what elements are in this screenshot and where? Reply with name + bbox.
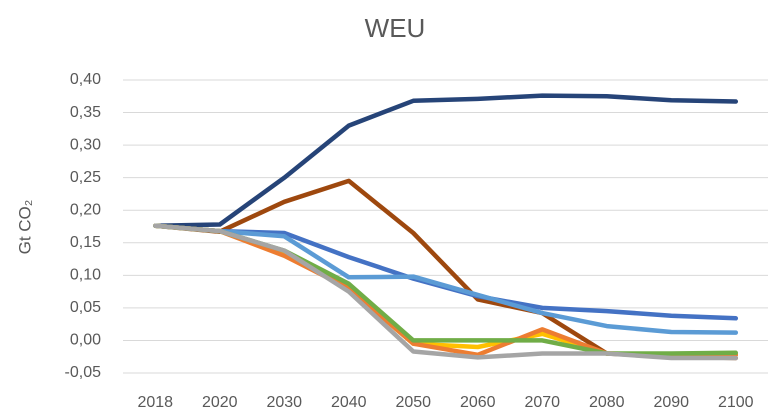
y-tick-label: 0,30 bbox=[70, 136, 101, 153]
y-tick-label: -0,05 bbox=[65, 364, 102, 381]
x-tick-label: 2030 bbox=[266, 394, 302, 411]
x-tick-label: 2080 bbox=[589, 394, 625, 411]
x-tick-label: 2050 bbox=[395, 394, 431, 411]
series-line bbox=[153, 223, 739, 335]
x-tick-label: 2090 bbox=[653, 394, 689, 411]
y-tick-label: 0,35 bbox=[70, 104, 101, 121]
series-line bbox=[153, 223, 739, 358]
x-tick-label: 2018 bbox=[137, 394, 173, 411]
series-line bbox=[153, 223, 739, 358]
series-line bbox=[153, 93, 739, 229]
x-tick-label: 2040 bbox=[331, 394, 367, 411]
chart-title: WEU bbox=[365, 13, 426, 43]
y-tick-label: 0,05 bbox=[70, 299, 101, 316]
y-tick-label: 0,10 bbox=[70, 267, 101, 284]
x-tick-label: 2020 bbox=[202, 394, 238, 411]
y-tick-label: 0,20 bbox=[70, 201, 101, 218]
y-axis-label: Gt CO₂ bbox=[15, 200, 34, 255]
y-tick-label: 0,25 bbox=[70, 169, 101, 186]
y-tick-label: 0,40 bbox=[70, 71, 101, 88]
y-tick-label: 0,15 bbox=[70, 234, 101, 251]
y-tick-label: 0,00 bbox=[70, 332, 101, 349]
x-tick-label: 2070 bbox=[524, 394, 560, 411]
x-tick-label: 2100 bbox=[718, 394, 754, 411]
x-tick-label: 2060 bbox=[460, 394, 496, 411]
series-line bbox=[153, 223, 739, 361]
